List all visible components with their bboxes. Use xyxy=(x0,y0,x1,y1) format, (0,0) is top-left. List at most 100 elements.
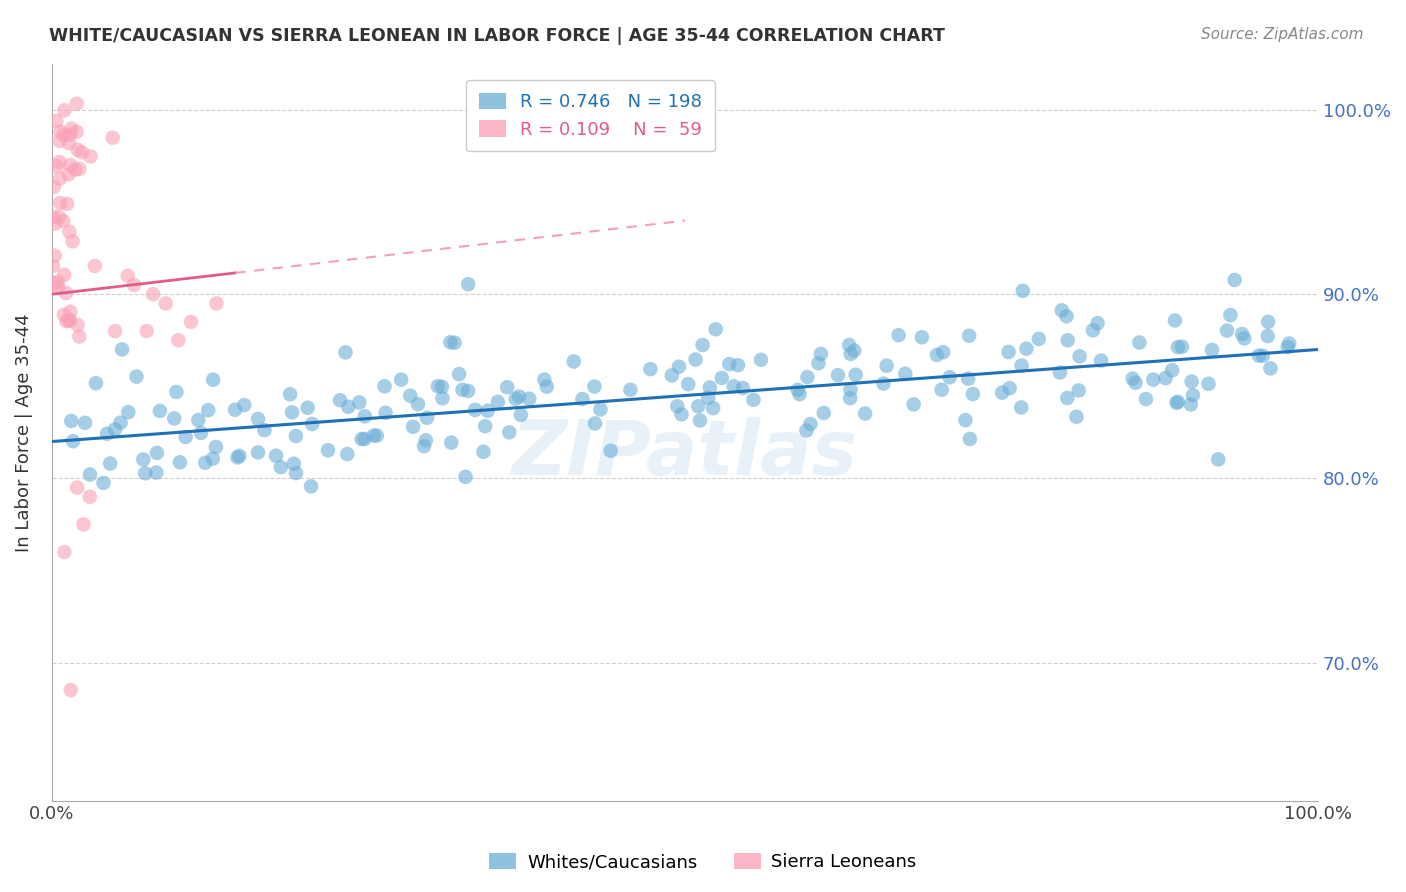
Point xyxy=(59,304,82,318)
Point xyxy=(1135,392,1157,406)
Point xyxy=(426,379,449,393)
Point xyxy=(1122,372,1144,386)
Point xyxy=(169,455,191,469)
Point xyxy=(1125,376,1147,390)
Point xyxy=(67,161,90,176)
Point xyxy=(742,392,765,407)
Point xyxy=(887,328,910,343)
Point xyxy=(202,373,225,387)
Point xyxy=(353,432,375,446)
Point xyxy=(1011,359,1033,373)
Point xyxy=(1230,326,1253,341)
Point xyxy=(52,128,75,142)
Point xyxy=(1015,342,1038,356)
Point xyxy=(536,380,558,394)
Point xyxy=(962,387,984,401)
Point xyxy=(1257,329,1279,343)
Point xyxy=(79,149,101,163)
Point xyxy=(233,398,256,412)
Point xyxy=(301,417,323,431)
Point xyxy=(807,356,830,370)
Point xyxy=(1154,371,1177,385)
Point xyxy=(1201,343,1223,357)
Point xyxy=(1067,384,1090,398)
Point xyxy=(1050,303,1073,318)
Point xyxy=(62,434,84,449)
Point xyxy=(42,210,65,224)
Point xyxy=(661,368,683,383)
Point xyxy=(1167,340,1189,354)
Point xyxy=(59,683,82,698)
Point xyxy=(62,235,84,249)
Legend: Whites/Caucasians, Sierra Leoneans: Whites/Caucasians, Sierra Leoneans xyxy=(482,846,924,879)
Point xyxy=(692,338,714,352)
Point xyxy=(1090,353,1112,368)
Point xyxy=(349,395,371,409)
Point xyxy=(42,179,65,194)
Point xyxy=(46,280,69,294)
Text: ZIPatlas: ZIPatlas xyxy=(512,417,858,491)
Point xyxy=(66,96,89,111)
Point xyxy=(813,406,835,420)
Point xyxy=(439,335,461,350)
Point xyxy=(336,447,359,461)
Point xyxy=(1069,350,1091,364)
Point xyxy=(132,452,155,467)
Point xyxy=(1010,401,1032,415)
Point xyxy=(454,470,477,484)
Point xyxy=(93,475,115,490)
Point xyxy=(827,368,849,383)
Point xyxy=(671,408,693,422)
Point xyxy=(59,158,82,172)
Point xyxy=(931,383,953,397)
Point xyxy=(56,197,79,211)
Point xyxy=(278,387,301,401)
Point xyxy=(284,466,307,480)
Point xyxy=(938,370,960,384)
Point xyxy=(1181,375,1204,389)
Point xyxy=(991,385,1014,400)
Point xyxy=(1049,366,1071,380)
Point xyxy=(163,411,186,425)
Point xyxy=(1011,284,1033,298)
Point xyxy=(1167,394,1189,409)
Point xyxy=(174,430,197,444)
Point xyxy=(789,387,811,401)
Point xyxy=(197,403,219,417)
Point xyxy=(498,425,520,440)
Point xyxy=(284,429,307,443)
Point xyxy=(668,359,690,374)
Point xyxy=(749,352,772,367)
Point xyxy=(135,324,157,338)
Point xyxy=(430,380,453,394)
Point xyxy=(1128,335,1150,350)
Point xyxy=(363,428,385,442)
Text: Source: ZipAtlas.com: Source: ZipAtlas.com xyxy=(1201,27,1364,42)
Point xyxy=(224,402,246,417)
Point xyxy=(187,413,209,427)
Point xyxy=(66,318,89,332)
Point xyxy=(350,432,373,446)
Point xyxy=(689,413,711,427)
Point xyxy=(1277,340,1299,354)
Point xyxy=(44,277,66,291)
Point xyxy=(845,368,868,382)
Point xyxy=(402,419,425,434)
Point xyxy=(1087,316,1109,330)
Point xyxy=(517,392,540,406)
Point xyxy=(894,367,917,381)
Point xyxy=(1142,373,1164,387)
Point xyxy=(201,451,224,466)
Point xyxy=(253,423,276,437)
Point xyxy=(63,162,86,177)
Point xyxy=(449,367,471,381)
Point xyxy=(104,324,127,338)
Point xyxy=(166,384,188,399)
Point xyxy=(122,278,145,293)
Point xyxy=(619,383,641,397)
Point xyxy=(599,443,621,458)
Point xyxy=(79,467,101,482)
Point xyxy=(49,124,72,138)
Point xyxy=(228,449,250,463)
Point xyxy=(1180,397,1202,411)
